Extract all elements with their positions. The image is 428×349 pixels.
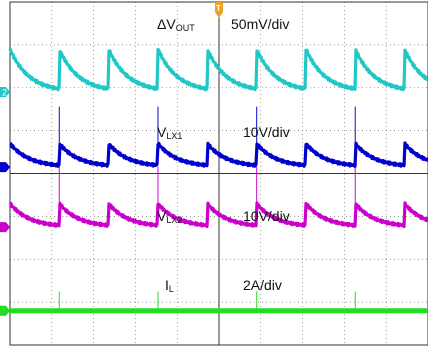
channel-scale-label: 2A/div [243,277,282,293]
channel-scale-label: 10V/div [243,208,290,224]
waveform-traces [8,47,428,314]
channel-scale-label: 10V/div [243,124,290,140]
channel-number: 2 [2,88,7,98]
channel-markers: 2T [0,2,223,316]
channel-marker-icon [0,162,10,173]
channel-name-label: IL [165,277,174,294]
channel-marker-icon [0,305,10,316]
trace-vlx2 [8,201,428,229]
trace-vlx1 [9,141,428,169]
channel-marker-icon [0,87,10,98]
trigger-letter: T [216,4,221,13]
trace-vout [8,47,428,92]
channel-marker-icon [0,222,10,233]
channel-scale-label: 50mV/div [231,16,289,32]
trigger-marker-icon [215,2,223,18]
